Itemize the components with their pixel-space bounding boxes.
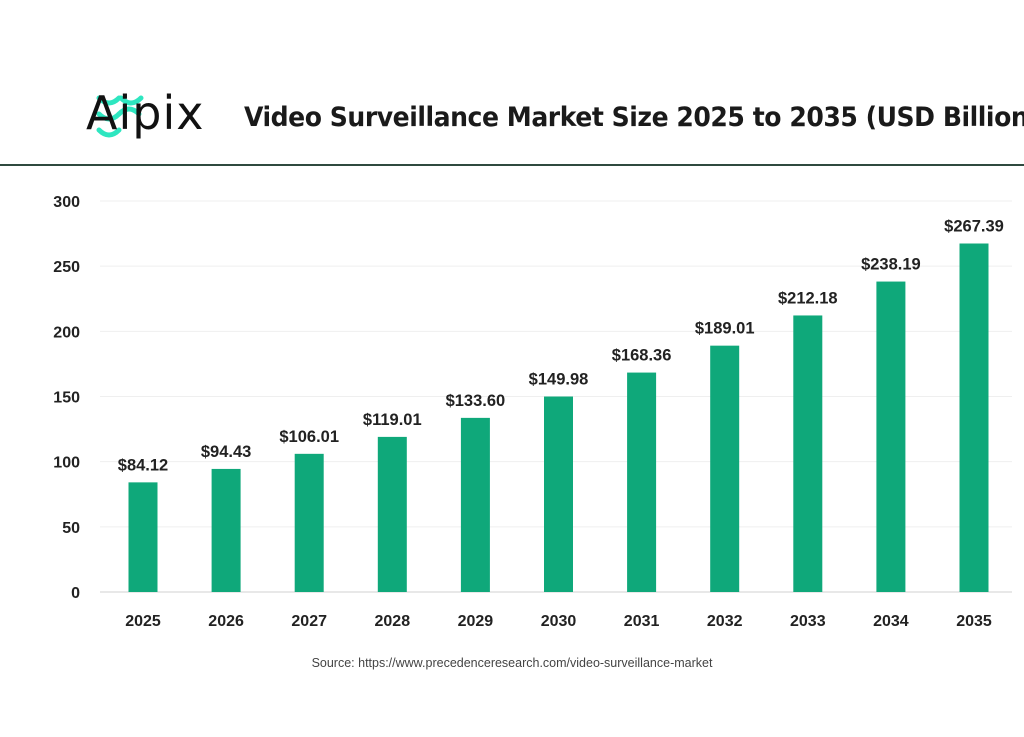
y-tick-label: 300 bbox=[53, 194, 80, 211]
bar bbox=[294, 453, 324, 592]
data-label: $106.01 bbox=[279, 428, 339, 446]
y-tick-label: 200 bbox=[53, 324, 80, 341]
x-tick-label: 2028 bbox=[375, 613, 411, 630]
data-label: $212.18 bbox=[778, 289, 838, 307]
data-label: $189.01 bbox=[695, 320, 755, 338]
y-tick-label: 50 bbox=[62, 520, 80, 537]
x-tick-label: 2033 bbox=[790, 613, 826, 630]
brand-logo-text: Aipix bbox=[86, 86, 205, 140]
bar bbox=[876, 281, 906, 592]
x-tick-label: 2031 bbox=[624, 613, 660, 630]
x-tick-label: 2025 bbox=[125, 613, 161, 630]
data-label: $133.60 bbox=[446, 392, 506, 410]
data-label: $94.43 bbox=[201, 443, 251, 461]
y-tick-label: 0 bbox=[71, 585, 80, 602]
y-tick-label: 150 bbox=[53, 390, 80, 407]
y-tick-label: 100 bbox=[53, 455, 80, 472]
chart-title: Video Surveillance Market Size 2025 to 2… bbox=[244, 102, 1024, 133]
data-label: $119.01 bbox=[363, 411, 422, 429]
x-tick-label: 2026 bbox=[208, 613, 244, 630]
x-tick-label: 2030 bbox=[541, 613, 577, 630]
source-note: Source: https://www.precedenceresearch.c… bbox=[311, 656, 713, 670]
y-tick-label: 250 bbox=[53, 259, 80, 276]
data-label: $238.19 bbox=[861, 256, 921, 274]
data-label: $84.12 bbox=[118, 456, 168, 474]
bar bbox=[710, 345, 740, 592]
bar bbox=[460, 417, 490, 592]
x-tick-label: 2032 bbox=[707, 613, 743, 630]
aipix-logo-icon bbox=[96, 95, 144, 138]
bar bbox=[793, 315, 823, 592]
bar bbox=[128, 482, 158, 592]
data-label: $267.39 bbox=[944, 218, 1004, 236]
header-divider bbox=[0, 164, 1024, 166]
data-label: $149.98 bbox=[529, 371, 589, 389]
x-tick-label: 2027 bbox=[291, 613, 327, 630]
data-label: $168.36 bbox=[612, 347, 672, 365]
x-tick-label: 2029 bbox=[458, 613, 494, 630]
bar bbox=[211, 468, 241, 592]
bar bbox=[627, 372, 657, 592]
bar bbox=[544, 396, 573, 592]
x-tick-label: 2035 bbox=[956, 613, 992, 630]
bar bbox=[959, 243, 989, 592]
x-tick-label: 2034 bbox=[873, 613, 909, 630]
bar bbox=[377, 436, 407, 592]
